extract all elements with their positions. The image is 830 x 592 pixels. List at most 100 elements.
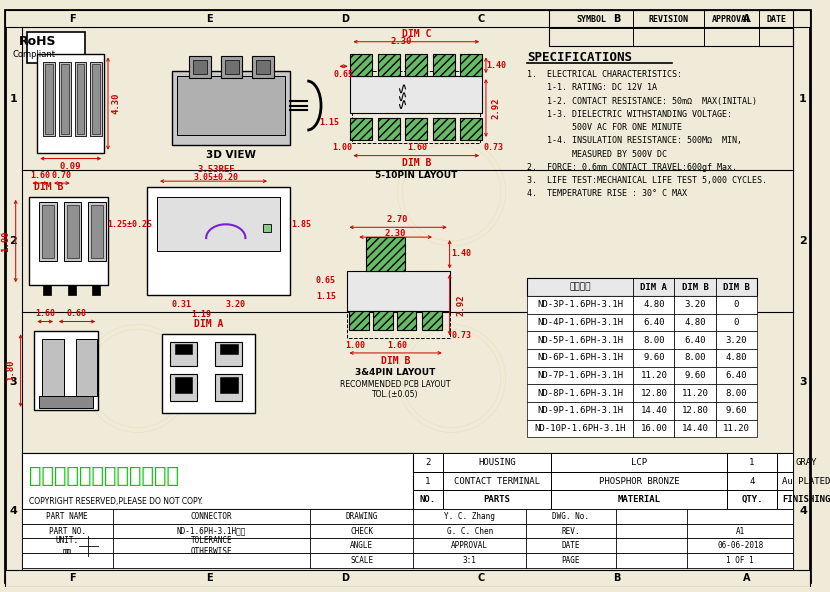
Text: 9.60: 9.60 xyxy=(725,406,747,416)
Bar xyxy=(527,314,757,332)
Text: A: A xyxy=(744,14,751,24)
Text: 1.15: 1.15 xyxy=(319,118,339,127)
Text: 12.80: 12.80 xyxy=(641,389,667,398)
Text: 11.20: 11.20 xyxy=(723,424,749,433)
Bar xyxy=(22,509,793,524)
Text: 1-1. RATING: DC 12V 1A: 1-1. RATING: DC 12V 1A xyxy=(527,83,657,92)
Text: 4.80: 4.80 xyxy=(684,318,706,327)
Bar xyxy=(39,202,57,260)
Text: 4.80: 4.80 xyxy=(725,353,747,362)
Bar xyxy=(373,311,393,330)
Text: 12.80: 12.80 xyxy=(681,406,709,416)
Text: 16.00: 16.00 xyxy=(641,424,667,433)
Text: 6.40: 6.40 xyxy=(684,336,706,345)
Bar xyxy=(349,311,369,330)
Bar xyxy=(90,62,102,136)
Text: 1: 1 xyxy=(799,94,807,104)
Text: DIM C: DIM C xyxy=(402,29,431,39)
Text: MEASURED BY 500V DC: MEASURED BY 500V DC xyxy=(527,150,667,159)
Bar xyxy=(37,54,104,153)
Bar xyxy=(64,202,81,260)
Bar xyxy=(76,65,85,134)
Bar xyxy=(215,374,242,401)
Text: 1.40: 1.40 xyxy=(486,61,505,70)
Bar xyxy=(256,60,270,74)
Text: 4: 4 xyxy=(799,507,807,516)
Text: DATE: DATE xyxy=(562,541,580,551)
Text: 1: 1 xyxy=(9,94,17,104)
Bar xyxy=(422,311,442,330)
Text: HOUSING: HOUSING xyxy=(478,458,515,467)
Text: ANGLE: ANGLE xyxy=(350,541,374,551)
Text: 4.  TEMPERATURE RISE : 30° C MAX: 4. TEMPERATURE RISE : 30° C MAX xyxy=(527,189,687,198)
Text: ND-5P-1.6PH-3.1H: ND-5P-1.6PH-3.1H xyxy=(537,336,623,345)
Text: DIM B: DIM B xyxy=(681,282,709,292)
Text: 2: 2 xyxy=(425,458,431,467)
Bar xyxy=(88,202,106,260)
Text: 1.60: 1.60 xyxy=(35,309,55,318)
Bar xyxy=(527,366,757,384)
Bar xyxy=(397,311,416,330)
Text: QTY.: QTY. xyxy=(741,495,763,504)
Text: 1.00: 1.00 xyxy=(345,340,365,350)
Bar xyxy=(5,570,810,587)
Bar xyxy=(413,453,793,472)
Text: 1.80: 1.80 xyxy=(7,360,15,381)
Bar xyxy=(366,237,405,272)
Text: 3.20: 3.20 xyxy=(725,336,747,345)
Bar xyxy=(22,539,793,553)
Text: 3&4PIN LAYOUT: 3&4PIN LAYOUT xyxy=(355,368,436,377)
Text: 0.31: 0.31 xyxy=(172,300,192,310)
Text: CHECK: CHECK xyxy=(350,527,374,536)
Text: 1.80: 1.80 xyxy=(2,230,11,252)
Text: 0.68: 0.68 xyxy=(66,309,86,318)
Text: 8.00: 8.00 xyxy=(684,353,706,362)
Bar xyxy=(527,349,757,366)
Text: RoHS: RoHS xyxy=(18,36,56,48)
Bar xyxy=(350,118,372,140)
Text: A: A xyxy=(744,573,751,583)
Bar xyxy=(193,60,208,74)
Text: DIM B: DIM B xyxy=(34,182,64,192)
Text: 6.40: 6.40 xyxy=(725,371,747,380)
Text: 9.60: 9.60 xyxy=(684,371,706,380)
Text: 6.40: 6.40 xyxy=(643,318,665,327)
Text: 0.09: 0.09 xyxy=(60,162,81,171)
Text: DIM A: DIM A xyxy=(194,320,223,330)
Text: 14.40: 14.40 xyxy=(681,424,709,433)
Text: NO.: NO. xyxy=(420,495,436,504)
Text: 2: 2 xyxy=(799,236,807,246)
Text: 1-2. CONTACT RESISTANCE: 50mΩ  MAX(INITAL): 1-2. CONTACT RESISTANCE: 50mΩ MAX(INITAL… xyxy=(527,96,757,106)
Text: 3.  LIFE TEST:MECHANICAL LIFE TEST 5,000 CYCLES.: 3. LIFE TEST:MECHANICAL LIFE TEST 5,000 … xyxy=(527,176,767,185)
Bar xyxy=(68,285,76,295)
Bar xyxy=(350,76,482,114)
Bar xyxy=(215,342,242,366)
Text: DRAWING: DRAWING xyxy=(345,512,378,521)
Text: 2.92: 2.92 xyxy=(491,98,500,119)
Bar xyxy=(170,342,198,366)
Text: C: C xyxy=(477,14,485,24)
Text: 3.20: 3.20 xyxy=(684,300,706,310)
Bar xyxy=(433,54,455,76)
Bar xyxy=(353,71,480,143)
Text: 0: 0 xyxy=(734,318,739,327)
Bar xyxy=(147,187,290,295)
Bar xyxy=(347,272,450,338)
Bar xyxy=(527,402,757,420)
Bar xyxy=(461,54,482,76)
Text: 2.  FORCE: 0.6mm CONTACT TRAVEL:600gf Max.: 2. FORCE: 0.6mm CONTACT TRAVEL:600gf Max… xyxy=(527,163,737,172)
Bar xyxy=(527,384,757,402)
Text: ND-9P-1.6PH-3.1H: ND-9P-1.6PH-3.1H xyxy=(537,406,623,416)
Text: 广东诺德电子科技有限公司: 广东诺德电子科技有限公司 xyxy=(29,466,179,486)
Bar xyxy=(378,54,399,76)
Text: F: F xyxy=(70,14,76,24)
Text: PAGE: PAGE xyxy=(562,556,580,565)
Bar xyxy=(527,332,757,349)
Text: DATE: DATE xyxy=(766,15,786,24)
Text: 1.00: 1.00 xyxy=(333,143,353,152)
Text: 3.05±0.20: 3.05±0.20 xyxy=(193,173,238,182)
Text: DIM B: DIM B xyxy=(381,356,410,366)
Text: 3: 3 xyxy=(9,377,17,387)
Bar xyxy=(527,420,757,437)
Text: 1.40: 1.40 xyxy=(452,249,471,258)
